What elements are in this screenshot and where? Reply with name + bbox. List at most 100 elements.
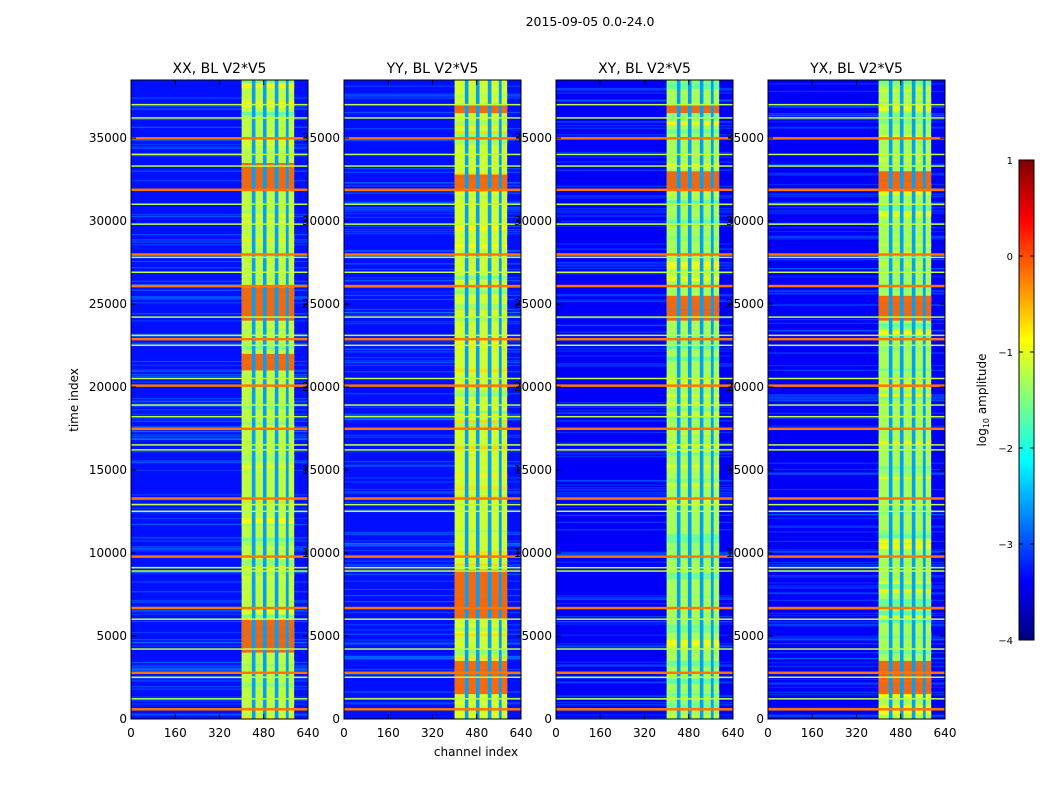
rfi-line [131, 427, 308, 431]
noise-row [556, 136, 733, 138]
band-texture [241, 662, 295, 667]
noise-row [344, 185, 521, 187]
noise-row [556, 451, 733, 453]
band-texture [666, 595, 720, 598]
band-texture [878, 80, 932, 85]
noise-row [768, 608, 945, 610]
noise-row [344, 201, 521, 203]
noise-row [768, 204, 945, 206]
rfi-line [344, 449, 521, 451]
noise-row [556, 643, 733, 645]
rfi-line [131, 671, 308, 675]
noise-row [556, 487, 733, 489]
rfi-line [131, 384, 308, 387]
rfi-line [556, 427, 733, 431]
y-tick-label: 0 [756, 712, 764, 726]
rfi-line [131, 503, 308, 506]
noise-row [556, 491, 733, 494]
band-texture [878, 157, 932, 163]
y-tick-label: 0 [119, 712, 127, 726]
noise-row [556, 363, 733, 365]
noise-row [556, 489, 733, 491]
x-tick-label: 480 [889, 726, 912, 740]
noise-row [556, 169, 733, 171]
band-texture [454, 368, 508, 373]
noise-row [768, 637, 945, 639]
noise-row [131, 642, 308, 644]
rfi-line [768, 271, 945, 274]
noise-row [768, 163, 945, 165]
band-texture [878, 581, 932, 586]
noise-row [344, 465, 521, 467]
band-texture [878, 204, 932, 209]
noise-row [131, 680, 308, 682]
noise-row [131, 369, 308, 371]
band-texture [878, 98, 932, 102]
band-texture [878, 692, 932, 699]
rfi-line [344, 103, 521, 106]
noise-row [131, 550, 308, 552]
noise-row [768, 352, 945, 354]
rfi-line [131, 497, 308, 500]
band-texture [666, 274, 720, 280]
noise-row [131, 678, 308, 680]
rfi-line [768, 344, 945, 347]
noise-row [344, 314, 521, 316]
rfi-line [344, 137, 521, 140]
rfi-line [556, 648, 733, 650]
noise-row [131, 147, 308, 149]
noise-row [131, 685, 308, 688]
noise-row [344, 213, 521, 215]
noise-row [131, 146, 308, 148]
noise-row [344, 231, 521, 233]
noise-row [556, 597, 733, 600]
panel-4: YX, BL V2*V5 0 160 320 480 640 0 5000 10000 15000… [726, 61, 957, 740]
noise-row [131, 152, 308, 155]
noise-row [344, 673, 521, 676]
noise-row [344, 655, 521, 657]
noise-row [556, 514, 733, 516]
noise-row [344, 111, 521, 114]
band-texture [878, 650, 932, 655]
noise-row [556, 195, 733, 197]
noise-row [131, 523, 308, 526]
noise-row [344, 464, 521, 466]
noise-row [556, 710, 733, 712]
band-texture [878, 530, 932, 535]
noise-row [131, 661, 308, 664]
noise-row [556, 243, 733, 245]
noise-row [131, 381, 308, 383]
noise-row [556, 295, 733, 297]
noise-row [344, 639, 521, 641]
noise-row [768, 227, 945, 229]
noise-row [556, 161, 733, 163]
noise-row [131, 420, 308, 422]
band-texture [241, 574, 295, 579]
rfi-line [768, 427, 945, 431]
noise-row [556, 646, 733, 648]
noise-row [556, 299, 733, 301]
noise-row [344, 286, 521, 288]
noise-row [344, 658, 521, 660]
band-texture [241, 537, 295, 542]
noise-row [344, 97, 521, 99]
band-texture [666, 410, 720, 413]
rfi-line [131, 449, 308, 451]
band-texture [241, 424, 295, 428]
rfi-line [556, 676, 733, 679]
band-texture [454, 627, 508, 632]
band-texture [878, 287, 932, 292]
noise-row [131, 546, 308, 548]
rfi-line [556, 510, 733, 513]
band-texture [454, 133, 508, 139]
rfi-line [344, 606, 521, 610]
noise-row [344, 656, 521, 658]
band-texture [878, 241, 932, 244]
band-texture [454, 530, 508, 533]
hot-region [454, 104, 508, 114]
rfi-line [131, 377, 308, 380]
rfi-line [131, 344, 308, 347]
rfi-line [768, 103, 945, 106]
noise-row [556, 598, 733, 601]
noise-row [556, 409, 733, 411]
